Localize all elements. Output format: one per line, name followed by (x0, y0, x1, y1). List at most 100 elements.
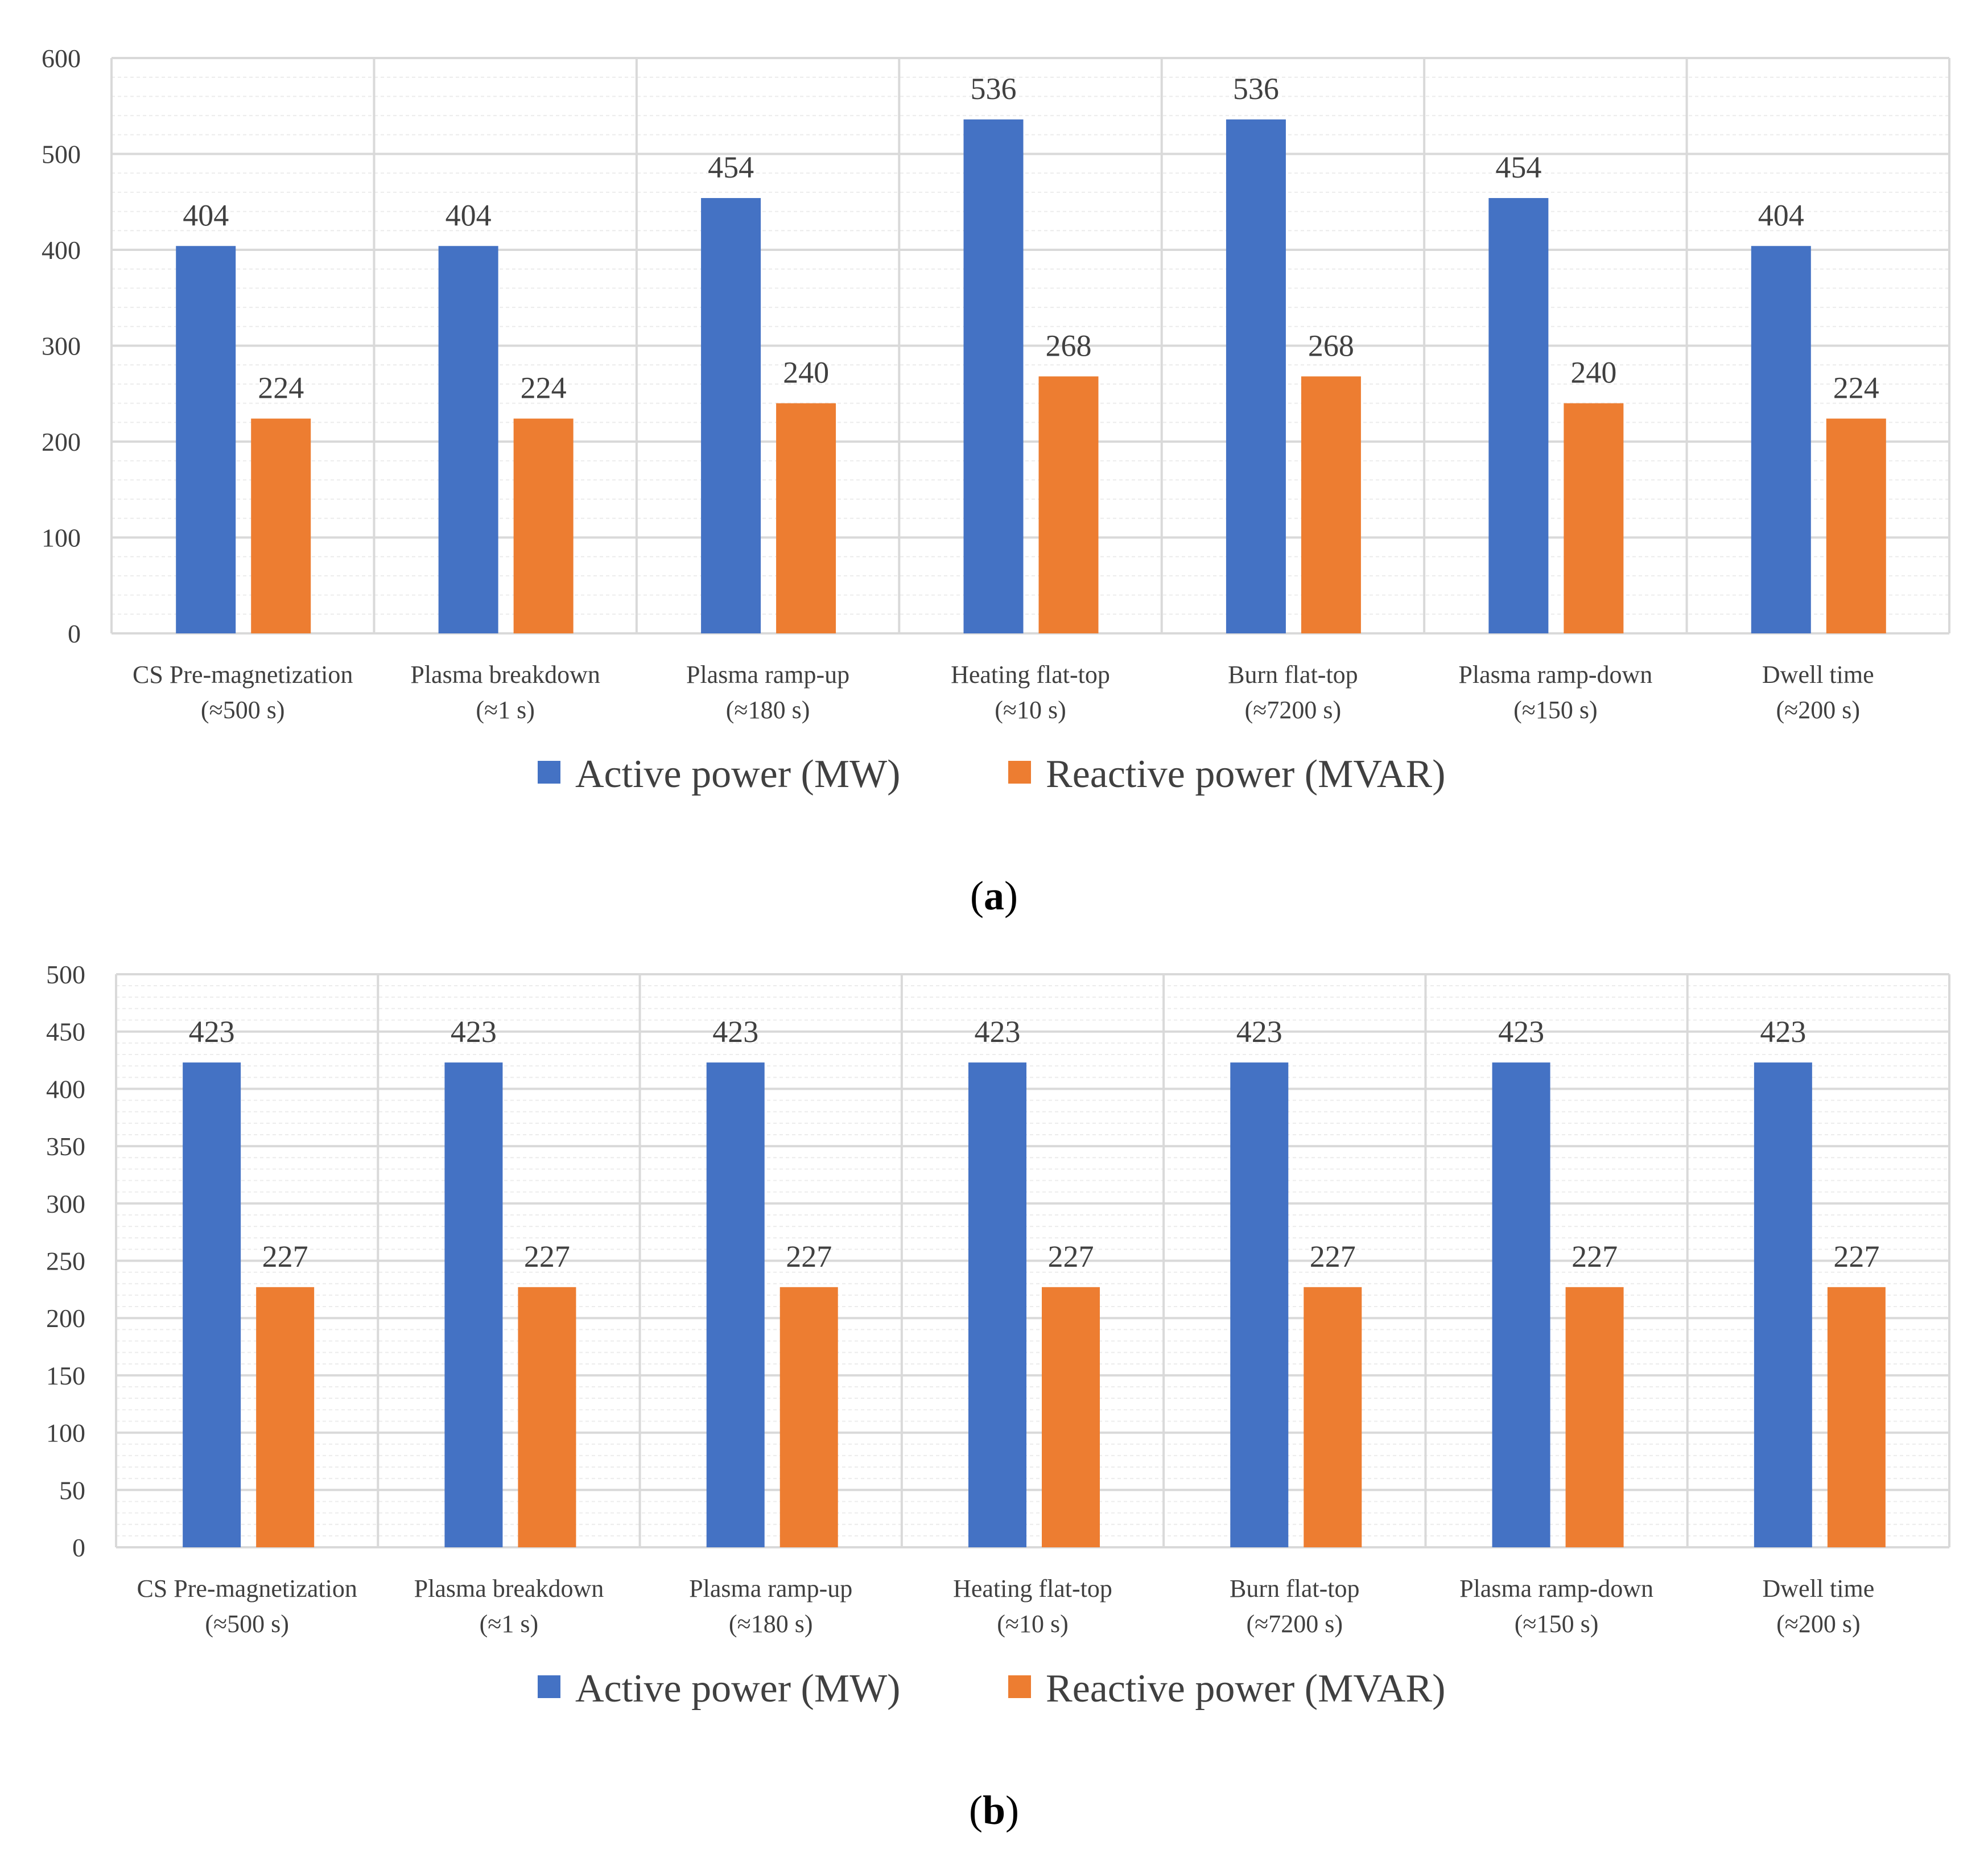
y-tick-label: 200 (42, 427, 81, 456)
bar-reactive (1304, 1287, 1362, 1547)
y-tick-label: 250 (46, 1247, 85, 1276)
bar-active (706, 1062, 765, 1547)
bar-active (183, 1062, 241, 1547)
category-label: Burn flat-top (1230, 1575, 1360, 1602)
bar-reactive (256, 1287, 315, 1547)
category-label: Burn flat-top (1228, 661, 1358, 689)
bar-reactive (1565, 1287, 1624, 1547)
category-label: Plasma ramp-down (1458, 661, 1652, 689)
category-label-duration: (≈10 s) (997, 1610, 1069, 1638)
legend-label-reactive: Reactive power (MVAR) (1046, 1667, 1445, 1711)
bar-reactive (1826, 418, 1886, 633)
y-tick-label: 100 (46, 1419, 85, 1448)
bar-active (1230, 1062, 1289, 1547)
category-label-duration: (≈7200 s) (1245, 696, 1342, 724)
panel-caption: (b) (969, 1787, 1019, 1833)
category-label: Plasma breakdown (414, 1575, 604, 1602)
category-label: CS Pre-magnetization (133, 661, 353, 689)
bar-active (701, 198, 761, 633)
category-label: Plasma breakdown (410, 661, 600, 689)
data-label-active: 454 (708, 150, 754, 184)
data-label-active: 404 (446, 198, 492, 232)
series-active: 404 404 454 536 536 454 404 (176, 72, 1811, 634)
data-label-reactive: 227 (1572, 1239, 1618, 1274)
legend: Active power (MW) Reactive power (MVAR) (538, 1667, 1445, 1711)
data-label-active: 536 (1233, 72, 1279, 106)
bar-reactive (518, 1287, 576, 1547)
bar-active (1488, 198, 1549, 633)
y-tick-label: 0 (72, 1533, 85, 1562)
category-label-duration: (≈1 s) (480, 1610, 539, 1638)
series-active: 423 423 423 423 423 423 423 (183, 1015, 1812, 1547)
data-label-active: 423 (1760, 1015, 1806, 1049)
major-gridlines (115, 973, 1950, 1548)
data-label-active: 404 (1758, 198, 1804, 232)
data-label-active: 423 (189, 1015, 235, 1049)
category-label-duration: (≈180 s) (729, 1610, 813, 1638)
data-label-reactive: 227 (1048, 1239, 1094, 1274)
category-label-duration: (≈150 s) (1515, 1610, 1599, 1638)
category-label-duration: (≈150 s) (1513, 696, 1598, 724)
data-label-active: 423 (451, 1015, 497, 1049)
category-label: Plasma ramp-up (686, 661, 849, 689)
category-label-duration: (≈500 s) (205, 1610, 289, 1638)
legend-swatch-reactive (1008, 1675, 1031, 1698)
bar-reactive (1827, 1287, 1886, 1547)
legend: Active power (MW) Reactive power (MVAR) (538, 752, 1445, 796)
data-label-active: 423 (1236, 1015, 1282, 1049)
data-label-active: 536 (971, 72, 1017, 106)
y-tick-label: 0 (68, 619, 81, 648)
bar-reactive (1042, 1287, 1100, 1547)
bar-active (963, 119, 1024, 634)
y-tick-label: 50 (59, 1476, 85, 1505)
data-label-active: 423 (975, 1015, 1021, 1049)
bar-reactive (779, 1287, 838, 1547)
data-label-reactive: 268 (1308, 328, 1354, 362)
legend-swatch-active (538, 761, 560, 784)
category-label-duration: (≈200 s) (1776, 1610, 1861, 1638)
bar-active (444, 1062, 503, 1547)
category-label: CS Pre-magnetization (137, 1575, 357, 1602)
legend-swatch-active (538, 1675, 560, 1698)
y-tick-label: 350 (46, 1132, 85, 1161)
bar-reactive (513, 418, 574, 633)
category-label-duration: (≈500 s) (201, 696, 285, 724)
bar-active (176, 246, 236, 633)
data-label-active: 454 (1495, 150, 1541, 184)
data-label-reactive: 240 (783, 356, 829, 390)
series-reactive: 227 227 227 227 227 227 227 (256, 1239, 1886, 1547)
bar-active (1226, 119, 1286, 634)
data-label-reactive: 227 (1833, 1239, 1879, 1274)
y-tick-label: 400 (42, 236, 81, 265)
category-label: Heating flat-top (951, 661, 1110, 689)
data-label-reactive: 240 (1570, 356, 1616, 390)
data-label-active: 423 (712, 1015, 758, 1049)
y-tick-label: 600 (42, 44, 81, 73)
data-label-active: 404 (183, 198, 229, 232)
minor-gridlines (116, 985, 1949, 1536)
legend-label-active: Active power (MW) (575, 1667, 900, 1711)
legend-label-active: Active power (MW) (575, 752, 900, 796)
data-label-reactive: 224 (1833, 371, 1879, 405)
legend-label-reactive: Reactive power (MVAR) (1046, 752, 1445, 796)
y-tick-label: 150 (46, 1361, 85, 1390)
category-label-duration: (≈180 s) (726, 696, 810, 724)
y-tick-label: 300 (42, 332, 81, 361)
data-label-reactive: 224 (258, 371, 304, 405)
data-label-reactive: 227 (524, 1239, 570, 1274)
data-label-reactive: 224 (521, 371, 567, 405)
category-label-duration: (≈200 s) (1776, 696, 1860, 724)
y-tick-label: 100 (42, 524, 81, 553)
bar-reactive (251, 418, 311, 633)
y-tick-label: 500 (42, 140, 81, 169)
y-tick-label: 450 (46, 1017, 85, 1047)
bar-reactive (1038, 376, 1099, 633)
category-label: Dwell time (1762, 661, 1874, 689)
y-tick-label: 200 (46, 1304, 85, 1333)
panel-caption: (a) (970, 873, 1018, 918)
bar-reactive (1564, 403, 1624, 633)
data-label-active: 423 (1498, 1015, 1544, 1049)
